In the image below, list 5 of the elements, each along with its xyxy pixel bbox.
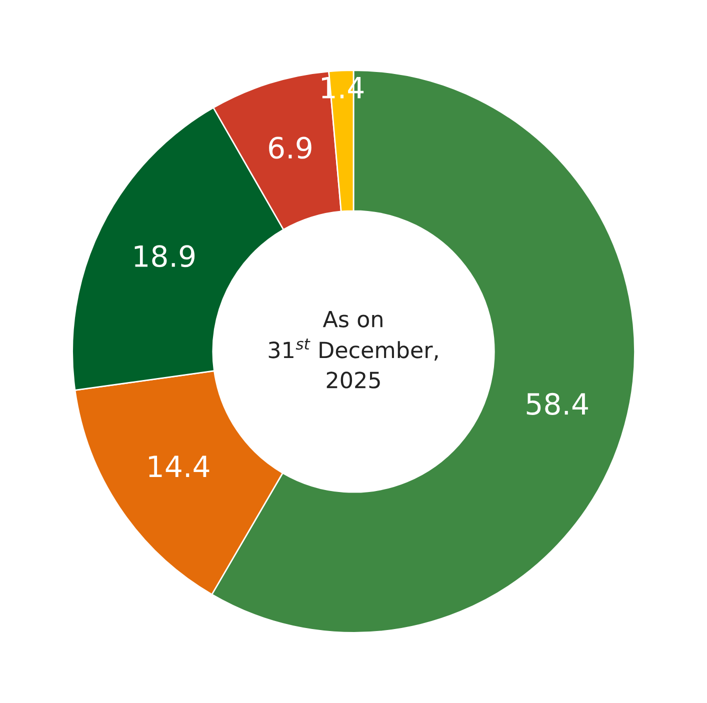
data-label: 18.9 (134, 245, 195, 268)
data-label: 58.4 (526, 392, 588, 415)
data-label: 6.9 (269, 136, 312, 159)
text: As on 31$^{st}$ December, 2025 (268, 310, 438, 388)
data-label: 14.4 (149, 456, 210, 477)
